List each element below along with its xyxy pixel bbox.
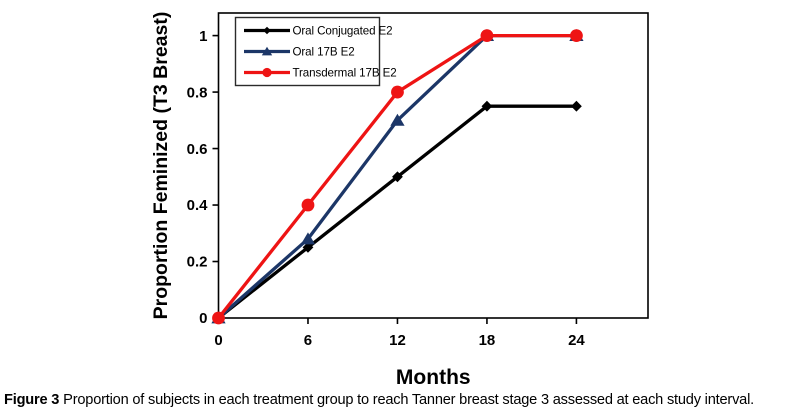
legend-label: Oral Conjugated E2 bbox=[293, 25, 393, 38]
legend-item: Oral 17B E2 bbox=[244, 46, 355, 59]
figure-caption-label: Figure 3 bbox=[4, 392, 60, 408]
data-point-diamond bbox=[481, 100, 493, 112]
legend-label: Oral 17B E2 bbox=[293, 46, 355, 59]
legend-item: Transdermal 17B E2 bbox=[244, 67, 397, 80]
data-point-triangle bbox=[390, 113, 405, 126]
x-tick-label: 12 bbox=[389, 332, 406, 349]
y-tick-label: 0.6 bbox=[187, 141, 208, 158]
x-tick-label: 24 bbox=[568, 332, 585, 349]
legend-label: Transdermal 17B E2 bbox=[293, 67, 397, 80]
x-axis-title: Months bbox=[396, 366, 471, 389]
y-tick-label: 0.2 bbox=[187, 254, 208, 271]
data-point-diamond bbox=[302, 241, 314, 253]
y-tick-label: 0 bbox=[199, 310, 207, 327]
data-point-circle bbox=[570, 29, 583, 42]
line-chart: 0 0.2 0.4 0.6 0.8 1 0 6 12 18 24 Proportion Feminiz… bbox=[150, 12, 649, 389]
legend-item: Oral Conjugated E2 bbox=[244, 25, 393, 38]
data-point-circle bbox=[480, 29, 494, 42]
data-point-triangle bbox=[261, 46, 273, 56]
y-tick-label: 0.8 bbox=[187, 84, 208, 101]
y-tick-label: 1 bbox=[199, 28, 207, 45]
data-point-circle bbox=[212, 311, 225, 325]
y-axis-title: Proportion Feminized (T3 Breast) bbox=[150, 12, 172, 320]
data-point-diamond bbox=[263, 26, 271, 35]
data-point-circle bbox=[262, 67, 272, 78]
data-point-triangle bbox=[300, 232, 316, 245]
chart-area: 0 0.2 0.4 0.6 0.8 1 0 6 12 18 24 Proportion Feminiz… bbox=[150, 12, 649, 389]
x-tick-label: 18 bbox=[479, 332, 496, 349]
data-point-circle bbox=[301, 198, 315, 212]
data-point-diamond bbox=[392, 171, 403, 183]
figure-caption: Figure 3 Proportion of subjects in each t… bbox=[4, 391, 790, 409]
data-point-diamond bbox=[571, 100, 582, 112]
data-point-circle bbox=[391, 85, 404, 99]
x-tick-label: 0 bbox=[214, 332, 222, 349]
x-tick-label: 6 bbox=[304, 332, 312, 349]
figure-caption-text: Proportion of subjects in each treatment… bbox=[63, 392, 754, 408]
y-tick-label: 0.4 bbox=[187, 197, 209, 214]
